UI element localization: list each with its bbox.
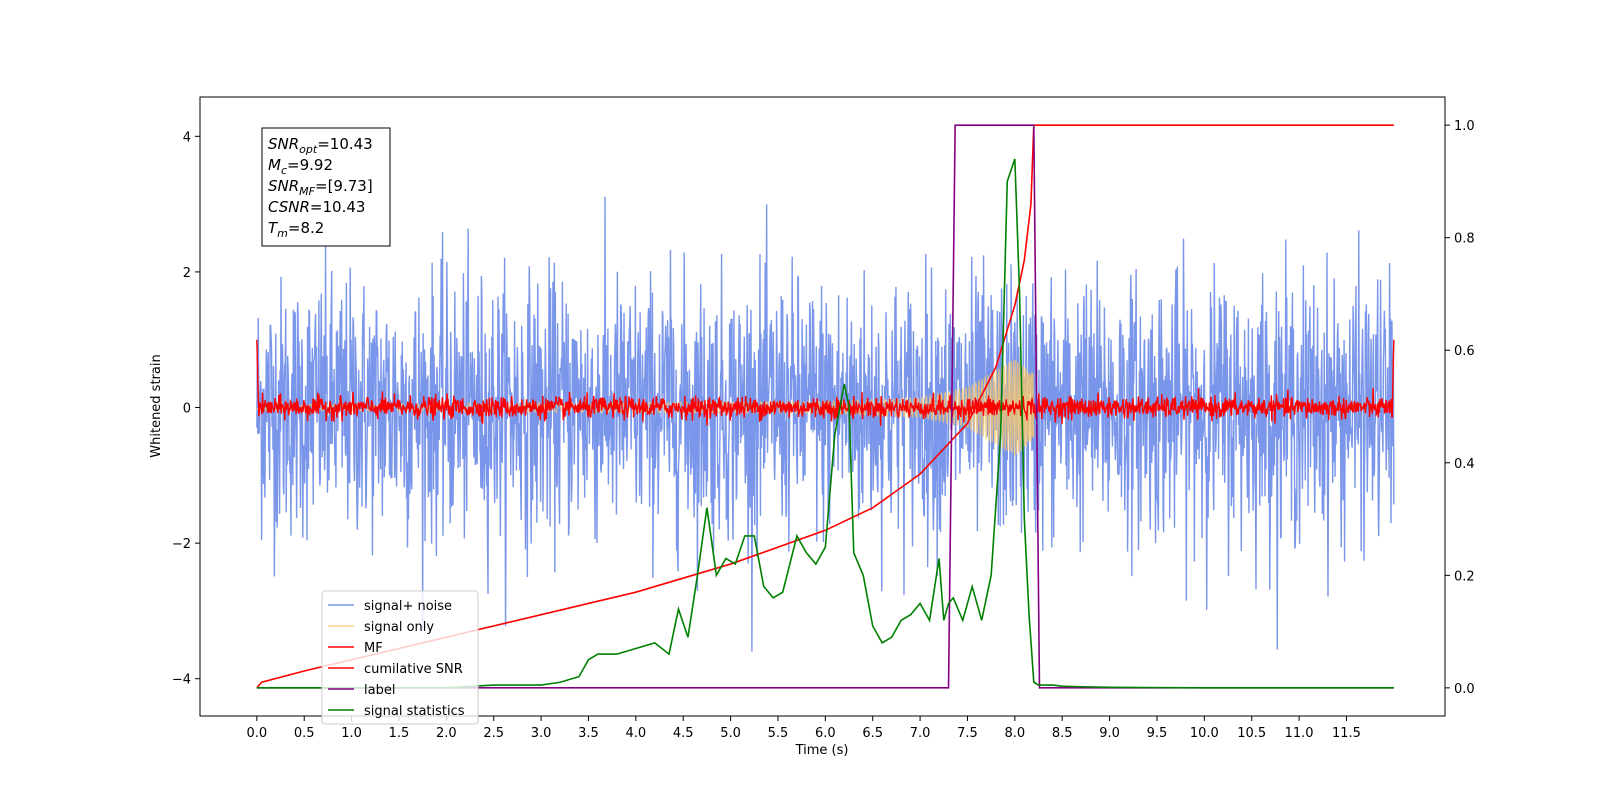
x-tick-label: 9.0 [1099, 726, 1120, 741]
x-tick-label: 2.5 [483, 726, 504, 741]
legend-label: cumilative SNR [364, 662, 463, 677]
legend-label: signal only [364, 620, 434, 635]
legend-label: signal statistics [364, 704, 465, 719]
legend-label: signal+ noise [364, 599, 452, 614]
x-tick-label: 5.0 [720, 726, 741, 741]
x-axis-label: Time (s) [795, 743, 849, 758]
x-tick-label: 4.5 [673, 726, 694, 741]
y-left-tick-label: −4 [172, 673, 191, 688]
series-mf-line [256, 339, 1395, 426]
x-tick-label: 9.5 [1147, 726, 1168, 741]
x-tick-label: 3.5 [578, 726, 599, 741]
x-tick-label: 10.5 [1237, 726, 1266, 741]
x-tick-label: 6.5 [862, 726, 883, 741]
plot-frame [199, 96, 1446, 717]
legend: signal+ noise signal only MF cumilative SNR… [321, 590, 479, 725]
y-right-tick-label: 0.2 [1454, 569, 1475, 584]
x-tick-label: 6.0 [815, 726, 836, 741]
x-tick-label: 0.0 [247, 726, 268, 741]
y-right-tick-label: 0.8 [1454, 232, 1475, 247]
y-left-tick-label: 4 [183, 130, 191, 145]
info-box-frame [261, 127, 391, 247]
legend-frame [321, 590, 479, 725]
x-tick-label: 2.0 [436, 726, 457, 741]
series-signal-noise-line [256, 196, 1395, 652]
y-axis-left: 4 2 0 −2 −4 [172, 130, 200, 688]
x-tick-label: 11.0 [1285, 726, 1314, 741]
x-tick-label: 1.0 [341, 726, 362, 741]
x-tick-label: 10.0 [1190, 726, 1219, 741]
y-left-tick-label: 0 [183, 402, 191, 417]
info-line: Mc=9.92 [268, 156, 333, 177]
info-line: SNRopt=10.43 [268, 135, 373, 156]
y-right-tick-label: 0.6 [1454, 344, 1475, 359]
x-axis: 0.0 0.5 1.0 1.5 2.0 2.5 3.0 3.5 4.0 4.5 5.0 5.5 6.0 6… [247, 716, 1361, 741]
info-line: Tm=8.2 [268, 219, 324, 240]
y-right-tick-label: 1.0 [1454, 119, 1475, 134]
y-left-tick-label: 2 [183, 266, 191, 281]
y-axis-label: Whitened strain [149, 354, 164, 457]
info-line: SNRMF=[9.73] [268, 177, 373, 198]
x-tick-label: 5.5 [768, 726, 789, 741]
legend-label: label [364, 683, 395, 698]
series-signal-statistics-line [256, 158, 1394, 689]
x-tick-label: 8.5 [1052, 726, 1073, 741]
x-tick-label: 3.0 [531, 726, 552, 741]
x-tick-label: 8.0 [1004, 726, 1025, 741]
info-line: CSNR=10.43 [268, 198, 365, 216]
y-right-tick-label: 0.0 [1454, 682, 1475, 697]
y-left-tick-label: −2 [172, 537, 191, 552]
snr-info-box: SNRopt=10.43Mc=9.92SNRMF=[9.73]CSNR=10.4… [261, 127, 391, 247]
y-axis-right: 1.0 0.8 0.6 0.4 0.2 0.0 [1445, 119, 1475, 697]
x-tick-label: 7.5 [957, 726, 978, 741]
x-tick-label: 0.5 [294, 726, 315, 741]
x-tick-label: 4.0 [626, 726, 647, 741]
x-tick-label: 7.0 [910, 726, 931, 741]
x-tick-label: 11.5 [1332, 726, 1361, 741]
y-right-tick-label: 0.4 [1454, 457, 1475, 472]
legend-label: MF [364, 641, 383, 656]
x-tick-label: 1.5 [389, 726, 410, 741]
